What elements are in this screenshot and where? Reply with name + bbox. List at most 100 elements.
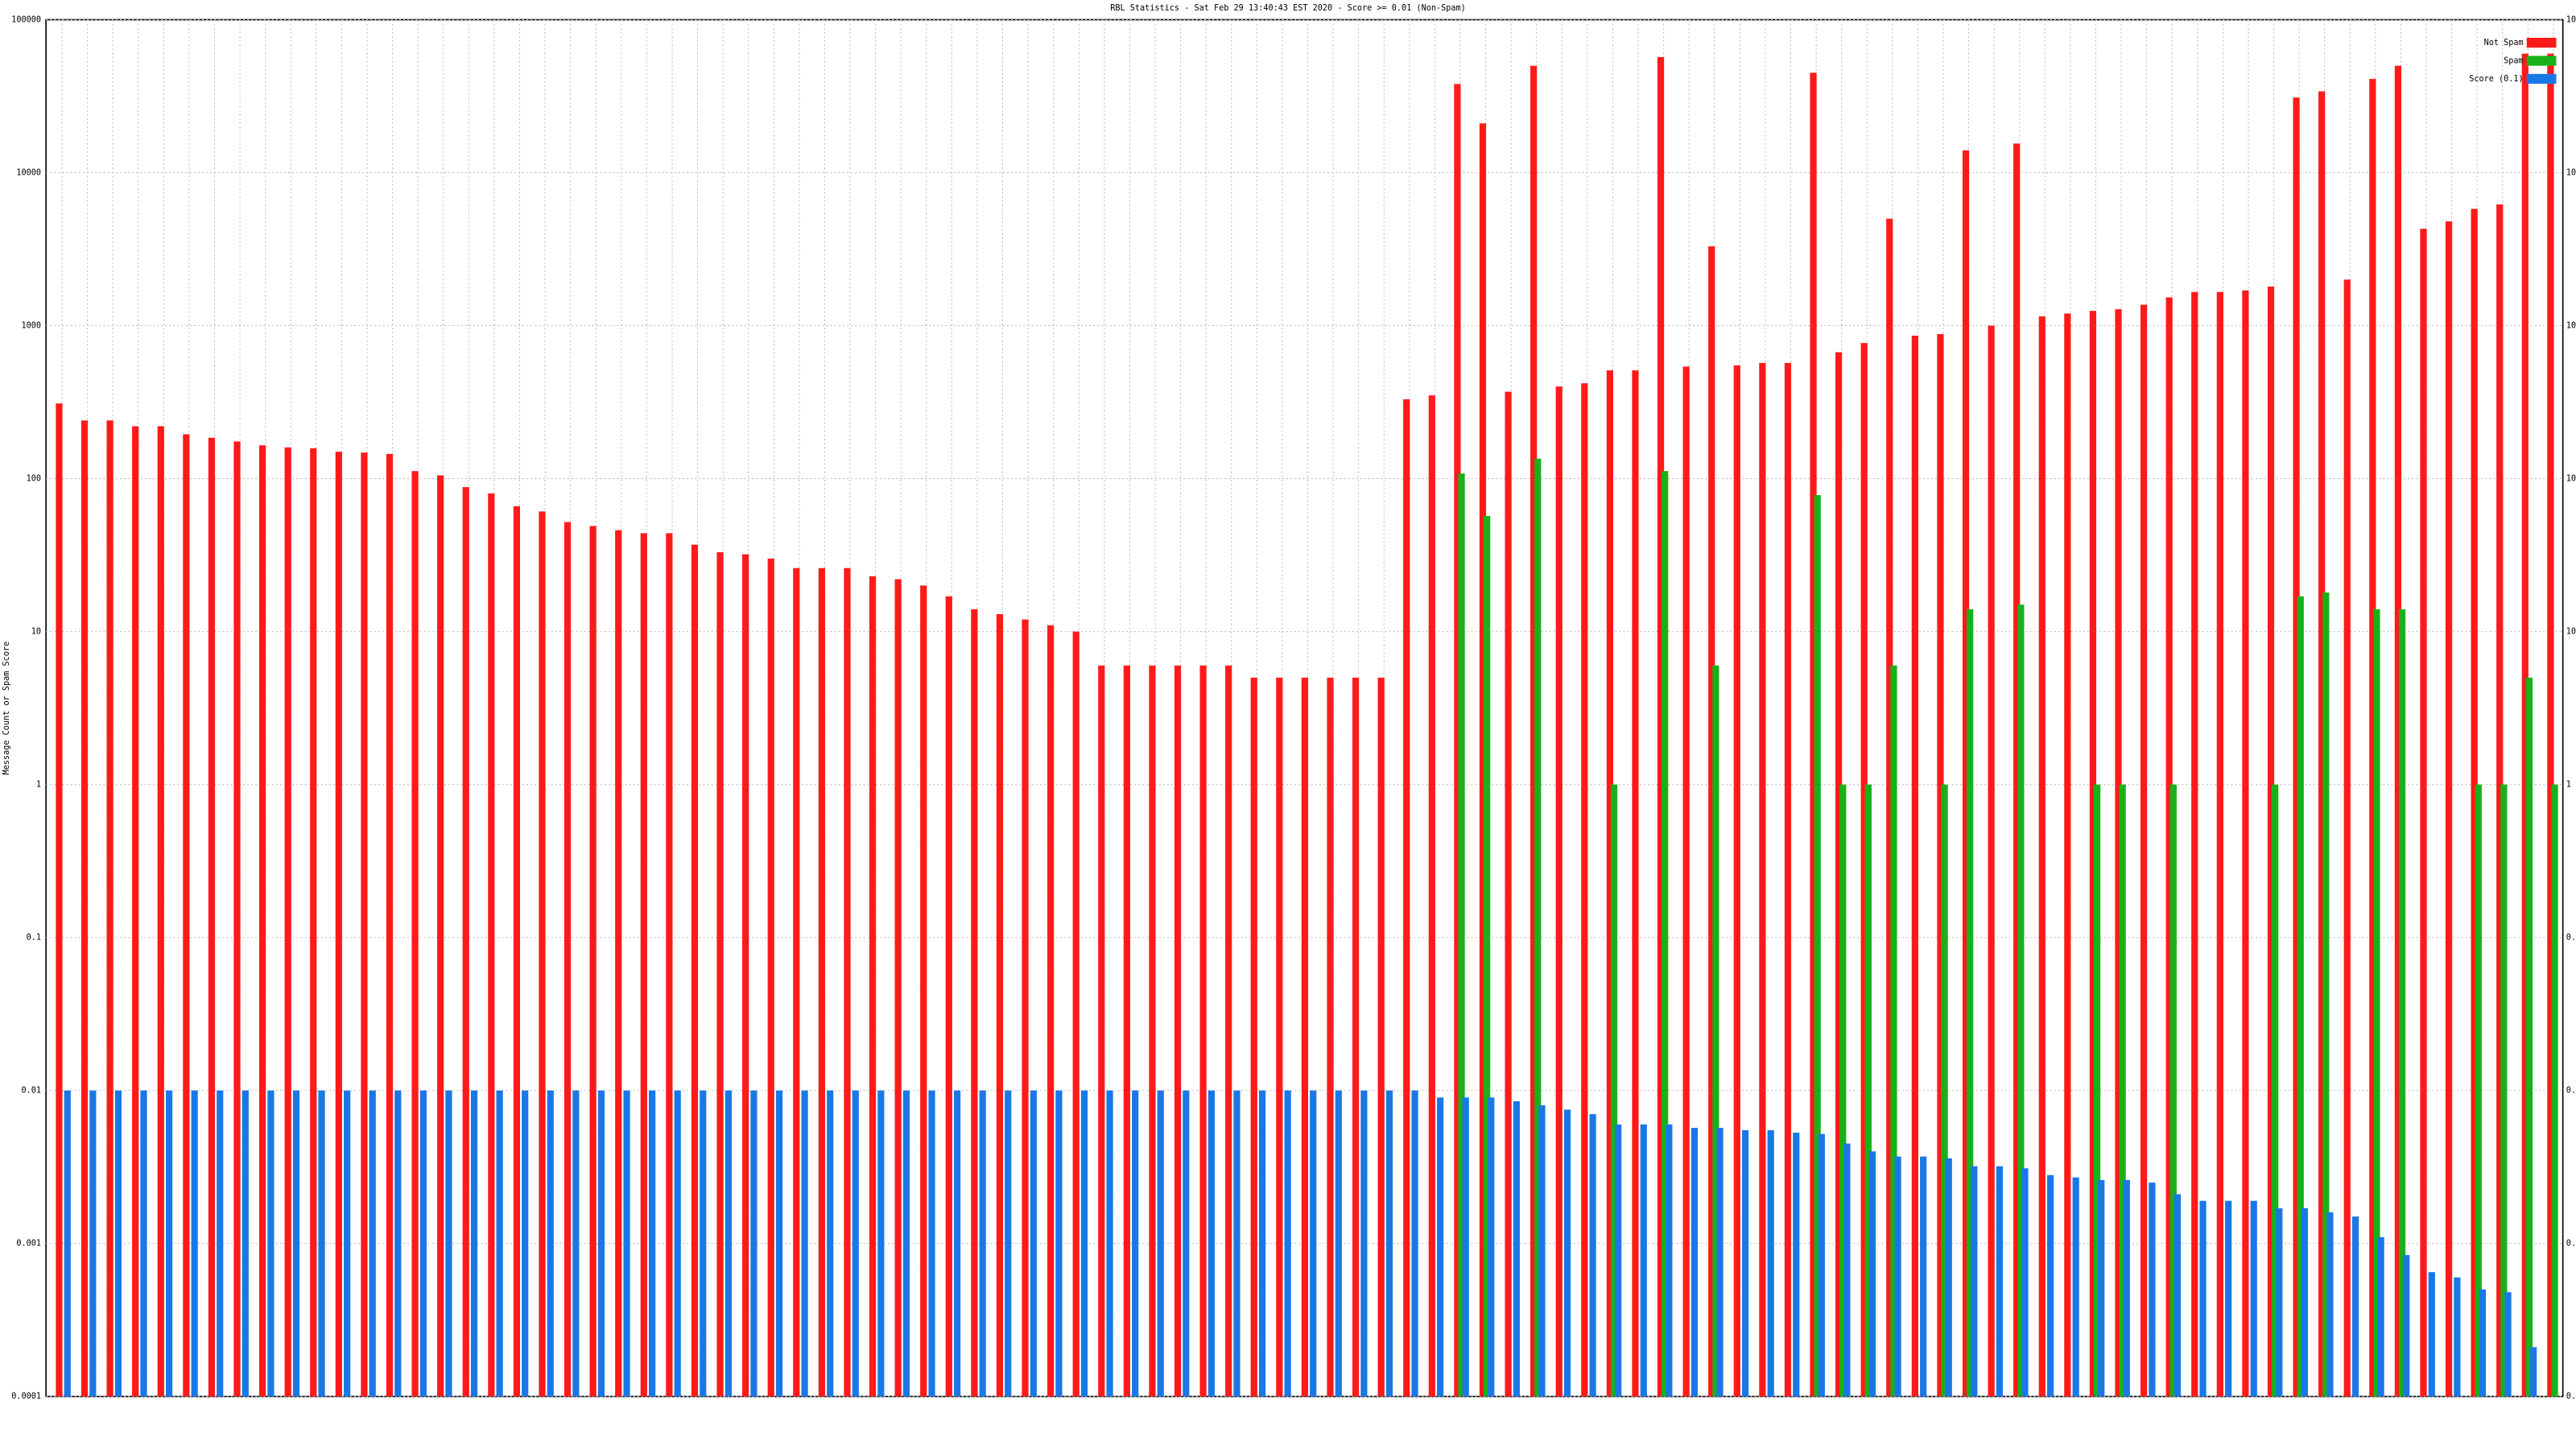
bar bbox=[1484, 515, 1491, 1397]
bar bbox=[589, 526, 597, 1397]
bar bbox=[2093, 784, 2101, 1397]
bar bbox=[258, 445, 266, 1397]
bar bbox=[724, 1090, 732, 1397]
bar bbox=[522, 1090, 529, 1397]
bar bbox=[2297, 596, 2304, 1397]
bar bbox=[1385, 1090, 1393, 1397]
bar bbox=[793, 568, 800, 1397]
bar bbox=[445, 1090, 452, 1397]
bar bbox=[691, 544, 699, 1397]
bar bbox=[1301, 677, 1309, 1397]
y-tick-label: 100000 bbox=[11, 15, 41, 24]
bar bbox=[2343, 279, 2351, 1397]
bar bbox=[2140, 304, 2148, 1397]
y-tick-label: 1000 bbox=[21, 322, 41, 331]
bar bbox=[700, 1090, 707, 1397]
legend-swatch bbox=[2526, 56, 2557, 66]
bar bbox=[869, 576, 877, 1397]
bar bbox=[1505, 391, 1512, 1397]
bar bbox=[1996, 1166, 2004, 1397]
bar bbox=[1793, 1133, 1800, 1397]
bar bbox=[1890, 665, 1897, 1397]
bar bbox=[750, 1090, 758, 1397]
bar bbox=[2475, 784, 2482, 1397]
bar bbox=[2242, 290, 2249, 1397]
bar bbox=[2373, 609, 2380, 1397]
bar bbox=[114, 1090, 122, 1397]
bar bbox=[106, 420, 114, 1397]
bar bbox=[165, 1090, 173, 1397]
bar bbox=[2322, 592, 2330, 1397]
bar bbox=[2293, 97, 2300, 1397]
y-tick-label: 100 bbox=[27, 475, 41, 484]
bar bbox=[945, 596, 952, 1397]
bar bbox=[1868, 1151, 1876, 1397]
bar bbox=[1690, 1128, 1699, 1397]
bar bbox=[132, 426, 139, 1397]
bar bbox=[1814, 495, 1821, 1397]
bar bbox=[80, 420, 89, 1397]
bar bbox=[1458, 473, 1465, 1397]
bar bbox=[2123, 1179, 2130, 1397]
y-tick-label: 0.001 bbox=[16, 1240, 41, 1249]
bar bbox=[1971, 1166, 1978, 1397]
bar bbox=[818, 568, 825, 1397]
bar bbox=[1610, 784, 1618, 1397]
legend-label: Not Spam bbox=[2484, 39, 2524, 47]
bar bbox=[2046, 1174, 2054, 1397]
bar bbox=[1488, 1097, 1495, 1397]
bar bbox=[1843, 1143, 1851, 1397]
bar bbox=[1911, 335, 1918, 1397]
bar bbox=[2089, 311, 2097, 1397]
bar bbox=[666, 533, 673, 1397]
bar bbox=[1284, 1090, 1291, 1397]
bar bbox=[1479, 123, 1487, 1397]
bar bbox=[1563, 1109, 1571, 1397]
bar bbox=[496, 1090, 503, 1397]
bar bbox=[1327, 677, 1334, 1397]
bar bbox=[1682, 366, 1690, 1397]
bar bbox=[1462, 1097, 1469, 1397]
bar bbox=[1157, 1090, 1164, 1397]
bar bbox=[2072, 1177, 2079, 1397]
bar bbox=[217, 1090, 224, 1397]
bar bbox=[361, 452, 368, 1397]
bar bbox=[623, 1090, 630, 1397]
bar bbox=[649, 1090, 656, 1397]
bar bbox=[2479, 1289, 2487, 1397]
bar bbox=[2521, 53, 2529, 1397]
bar bbox=[1132, 1090, 1139, 1397]
chart-title: RBL Statistics - Sat Feb 29 13:40:43 EST… bbox=[1110, 4, 1466, 13]
bar bbox=[1945, 1158, 1952, 1397]
bar bbox=[267, 1090, 275, 1397]
bar bbox=[1258, 1090, 1266, 1397]
bar bbox=[2301, 1208, 2308, 1397]
bar bbox=[1377, 677, 1385, 1397]
bar bbox=[2445, 221, 2453, 1397]
bar bbox=[488, 493, 495, 1397]
bar bbox=[2013, 143, 2021, 1397]
bar bbox=[1123, 665, 1130, 1397]
bar bbox=[2017, 605, 2025, 1397]
bar bbox=[1403, 399, 1410, 1397]
bar bbox=[1759, 362, 1766, 1397]
bar bbox=[2216, 291, 2223, 1397]
bar bbox=[318, 1090, 325, 1397]
bar bbox=[242, 1090, 249, 1397]
bar bbox=[369, 1090, 376, 1397]
bar bbox=[827, 1090, 834, 1397]
bar bbox=[1967, 609, 1974, 1397]
bar bbox=[902, 1090, 910, 1397]
bar bbox=[157, 426, 164, 1397]
bar bbox=[1962, 150, 1970, 1397]
bar bbox=[1615, 1124, 1622, 1397]
bar bbox=[1225, 665, 1232, 1397]
bar bbox=[852, 1090, 859, 1397]
bar bbox=[1716, 1128, 1724, 1397]
bar bbox=[2471, 208, 2478, 1397]
bar bbox=[411, 471, 419, 1397]
bar bbox=[89, 1090, 97, 1397]
bar bbox=[539, 511, 546, 1397]
bar bbox=[1106, 1090, 1113, 1397]
bar bbox=[2369, 79, 2376, 1397]
